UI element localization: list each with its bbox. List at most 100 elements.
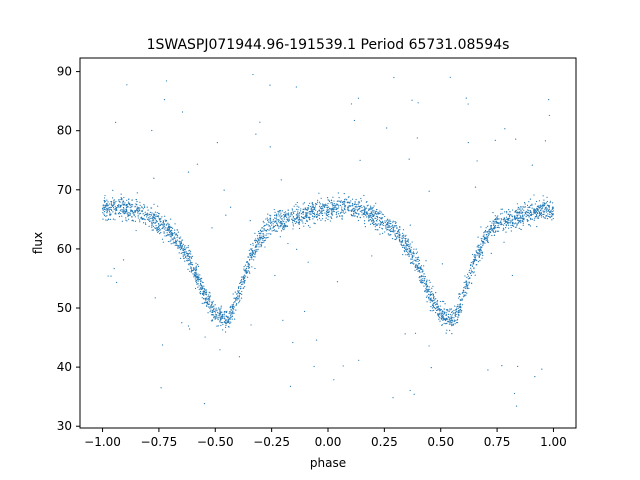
- data-point: [542, 205, 545, 207]
- data-point: [516, 213, 518, 215]
- data-point: [520, 217, 522, 219]
- data-point: [170, 235, 172, 238]
- data-point: [285, 214, 287, 216]
- data-point: [493, 234, 495, 236]
- data-point: [155, 220, 157, 222]
- data-point: [552, 213, 554, 215]
- data-point: [551, 212, 553, 214]
- data-point: [465, 291, 467, 293]
- data-point: [224, 318, 226, 320]
- data-point: [134, 216, 136, 218]
- data-point: [398, 239, 401, 241]
- data-point: [240, 276, 242, 278]
- data-point: [257, 243, 259, 246]
- data-point: [195, 280, 197, 282]
- data-point: [337, 207, 339, 209]
- data-point: [369, 207, 372, 209]
- data-point: [371, 215, 374, 217]
- data-point: [445, 314, 447, 316]
- data-point: [238, 297, 240, 299]
- data-point: [251, 248, 253, 250]
- data-point: [197, 273, 199, 275]
- data-point: [487, 233, 489, 235]
- data-point: [430, 306, 432, 308]
- data-point: [165, 224, 167, 226]
- data-point: [318, 214, 320, 217]
- data-point: [492, 228, 494, 230]
- data-point: [396, 236, 398, 238]
- data-point: [436, 303, 438, 305]
- data-point: [254, 232, 256, 234]
- data-point: [294, 210, 296, 213]
- data-point: [243, 278, 245, 281]
- data-point: [203, 298, 205, 300]
- data-point: [157, 205, 159, 207]
- data-point: [485, 234, 488, 236]
- data-point: [474, 186, 477, 188]
- data-point: [419, 281, 422, 283]
- data-point: [462, 296, 465, 298]
- data-point: [300, 213, 303, 215]
- data-point: [467, 285, 469, 287]
- data-point: [464, 291, 466, 294]
- data-point: [480, 238, 482, 240]
- data-point: [445, 323, 447, 325]
- data-point: [337, 200, 339, 202]
- data-point: [309, 226, 311, 228]
- data-point: [548, 205, 550, 207]
- data-point: [411, 254, 413, 256]
- data-point: [218, 308, 220, 310]
- data-point: [426, 279, 428, 281]
- data-point: [220, 322, 222, 324]
- data-point: [189, 249, 191, 251]
- data-point: [505, 225, 507, 227]
- data-point: [196, 283, 198, 285]
- data-point: [382, 221, 384, 224]
- data-point: [113, 201, 115, 203]
- data-point: [198, 285, 200, 287]
- data-point: [318, 213, 320, 215]
- data-point: [102, 205, 104, 207]
- data-point: [382, 232, 384, 234]
- data-point: [249, 252, 251, 255]
- x-tick-label: −0.75: [141, 435, 178, 449]
- data-point: [282, 226, 284, 228]
- data-point: [218, 314, 220, 316]
- data-point: [457, 307, 459, 309]
- data-point: [166, 223, 168, 225]
- data-point: [435, 292, 437, 294]
- data-point: [312, 204, 314, 206]
- data-point: [212, 314, 214, 316]
- data-point: [523, 217, 525, 219]
- data-point: [459, 299, 462, 301]
- data-point: [408, 255, 410, 258]
- data-point: [517, 211, 519, 213]
- data-point: [311, 205, 313, 207]
- data-point: [230, 316, 232, 318]
- data-point: [158, 229, 161, 231]
- data-point: [473, 271, 475, 273]
- data-point: [515, 226, 517, 228]
- data-point: [170, 218, 172, 220]
- data-point: [514, 217, 516, 219]
- data-point: [263, 237, 266, 239]
- data-point: [364, 212, 366, 214]
- data-point: [472, 272, 474, 274]
- data-point: [395, 238, 397, 241]
- data-point: [231, 318, 233, 320]
- data-point: [236, 299, 238, 301]
- data-point: [257, 239, 259, 241]
- data-point: [498, 218, 500, 220]
- data-point: [158, 227, 160, 230]
- data-point: [152, 218, 154, 220]
- data-point: [451, 322, 453, 324]
- data-point: [475, 264, 477, 266]
- data-point: [183, 246, 186, 248]
- data-point: [225, 315, 227, 317]
- data-point: [360, 197, 362, 200]
- data-point: [508, 215, 511, 217]
- data-point: [259, 236, 261, 238]
- data-point: [536, 217, 538, 219]
- data-point: [435, 298, 437, 300]
- data-point: [298, 206, 300, 208]
